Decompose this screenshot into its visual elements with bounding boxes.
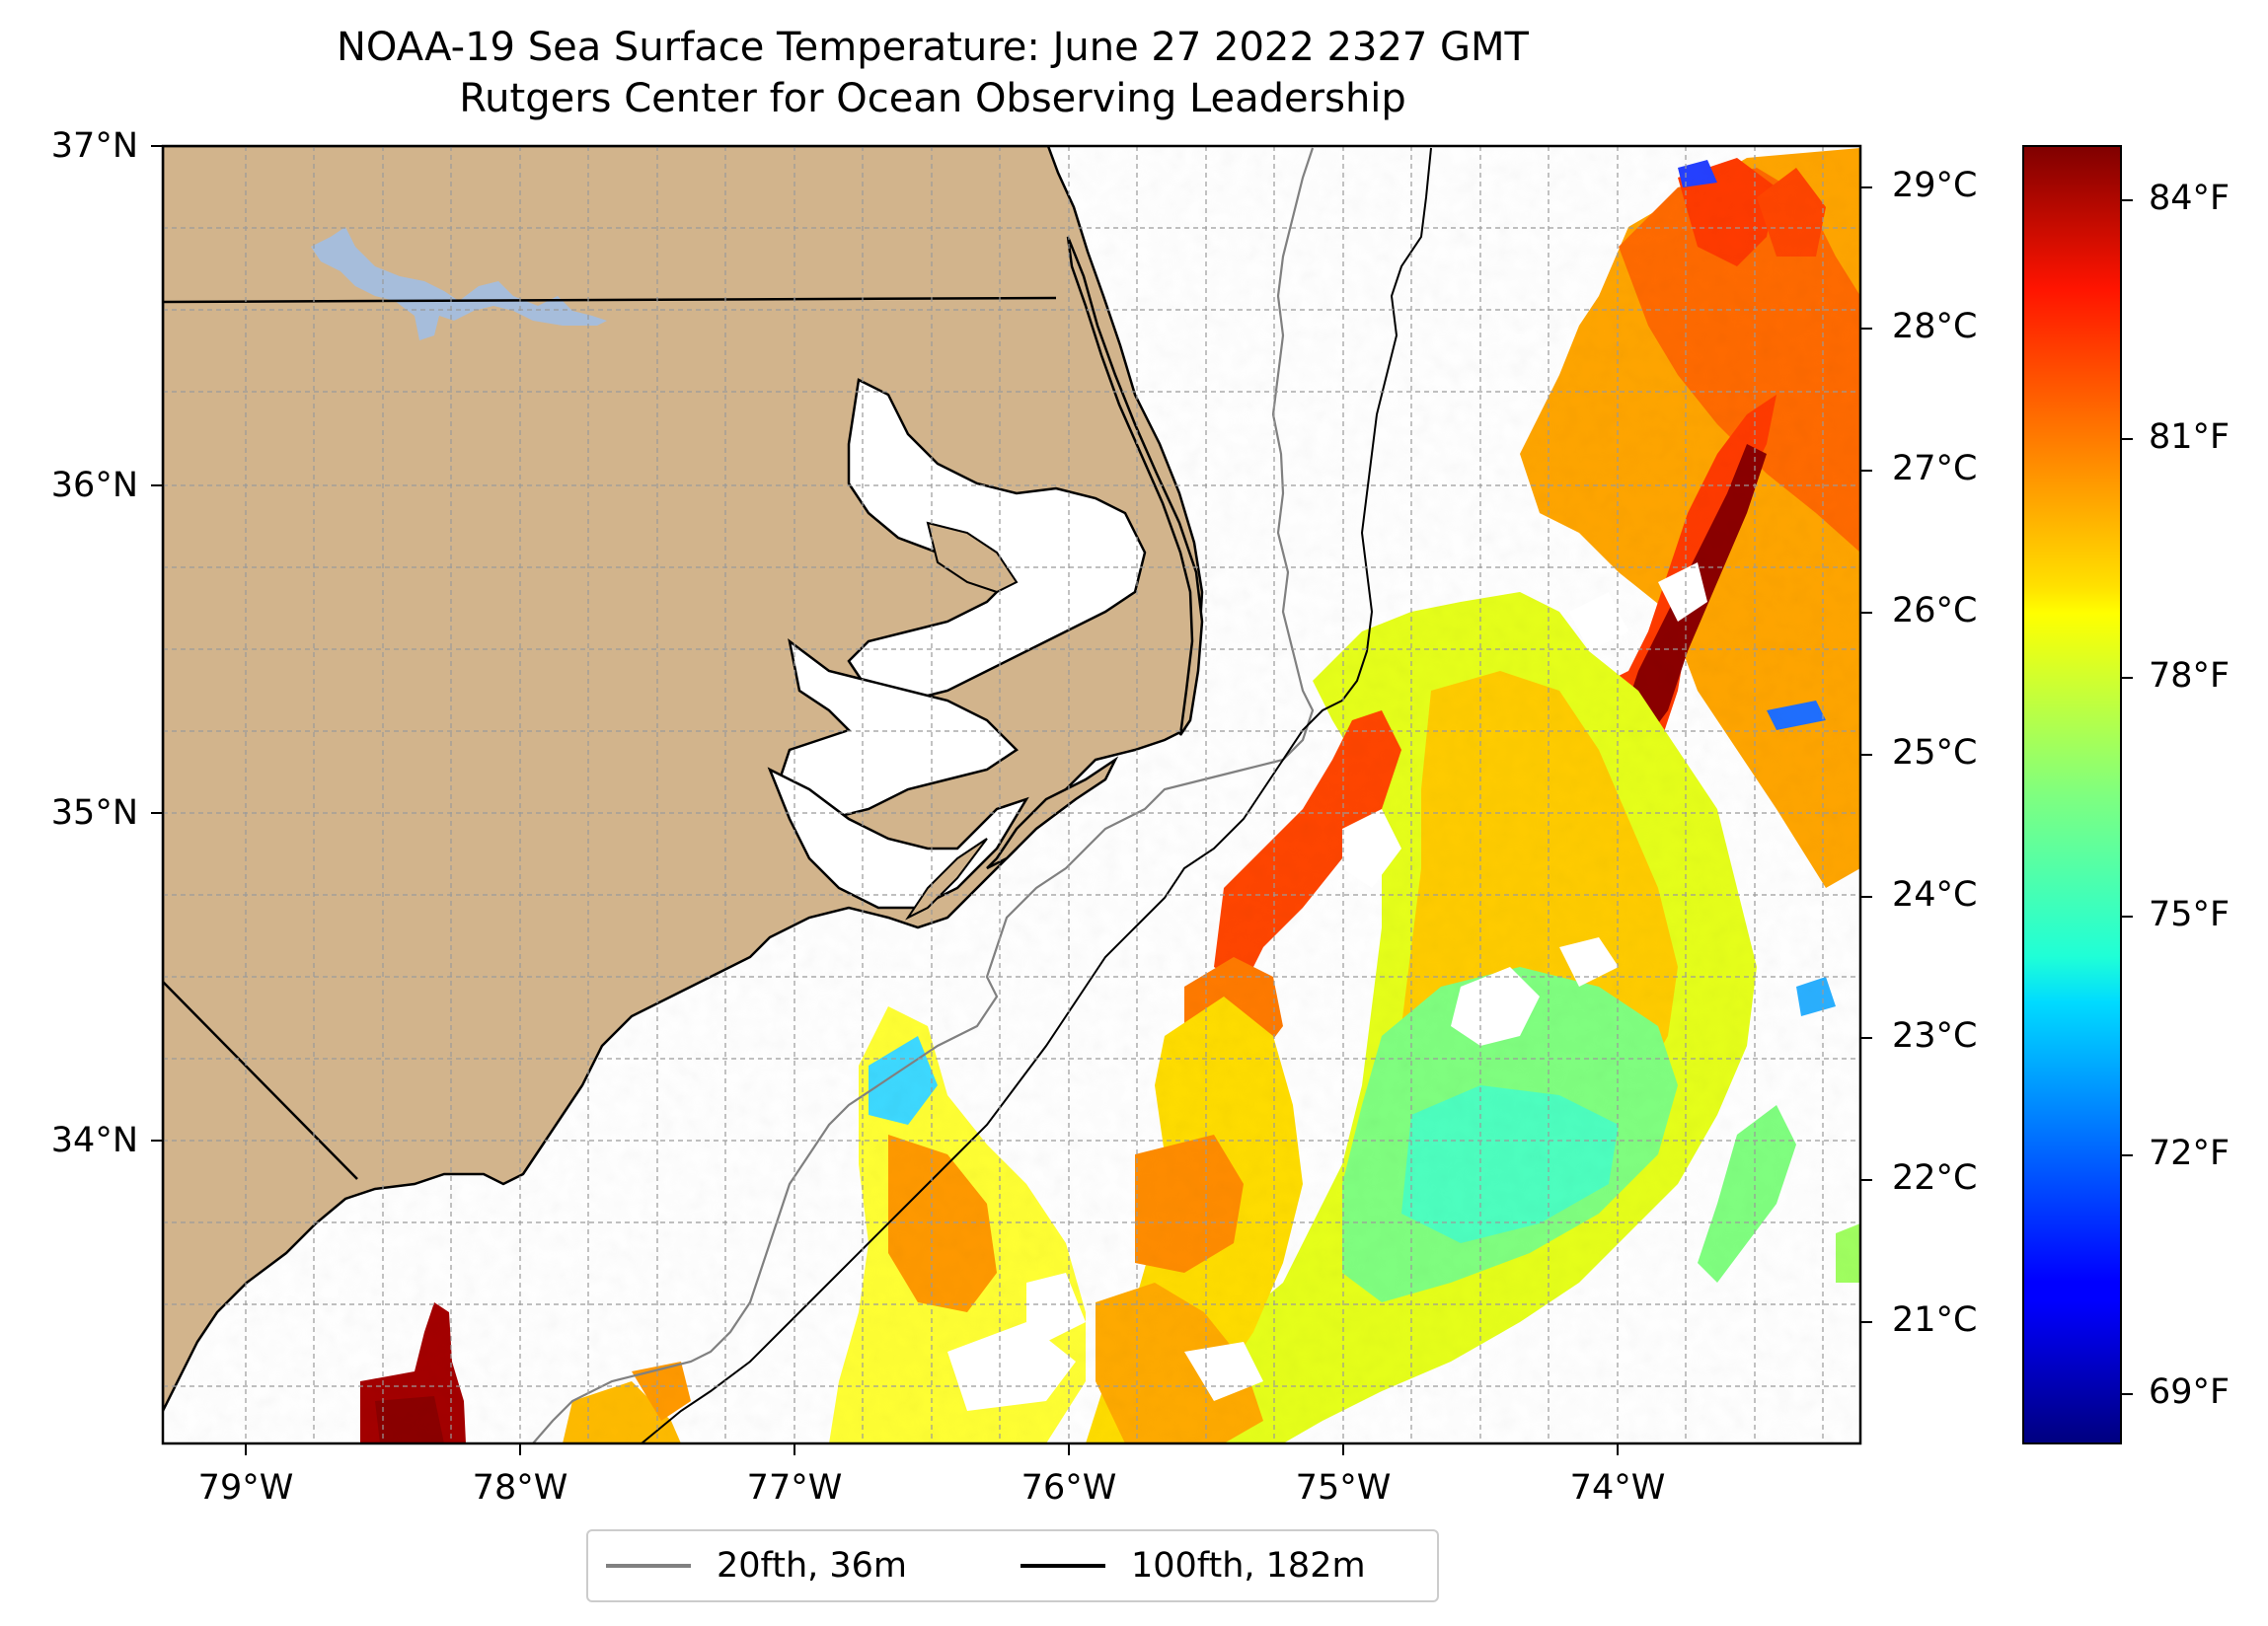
legend-line-black [1021, 1564, 1105, 1568]
legend-label-100fth: 100fth, 182m [1131, 1546, 1366, 1586]
lon-label-75: 75°W [1295, 1468, 1392, 1508]
lon-label-74: 74°W [1569, 1468, 1666, 1508]
colorbar-label-69f: 69°F [2149, 1372, 2230, 1412]
gridlines [163, 146, 1860, 1443]
legend-label-20fth: 20fth, 36m [717, 1546, 908, 1586]
legend: 20fth, 36m 100fth, 182m [586, 1529, 1439, 1602]
celsius-label-26: 26°C [1892, 591, 1978, 630]
celsius-label-21: 21°C [1892, 1300, 1978, 1340]
celsius-label-22: 22°C [1892, 1158, 1978, 1198]
lon-label-78: 78°W [472, 1468, 568, 1508]
plot-frame [161, 144, 1862, 1445]
lat-label-35: 35°N [50, 793, 138, 833]
celsius-label-24: 24°C [1892, 875, 1978, 915]
map-title: NOAA-19 Sea Surface Temperature: June 27… [336, 25, 1529, 70]
celsius-label-25: 25°C [1892, 733, 1978, 773]
colorbar-label-81f: 81°F [2149, 417, 2230, 457]
land-layer [163, 146, 1204, 1412]
colorbar-label-84f: 84°F [2149, 179, 2230, 218]
lat-label-37: 37°N [50, 126, 138, 166]
axis-ticks [151, 145, 1872, 1455]
celsius-label-29: 29°C [1892, 166, 1978, 205]
colorbar-ticks [2121, 199, 2133, 1395]
isobath-20fth [532, 147, 1315, 1443]
map-subtitle: Rutgers Center for Ocean Observing Leade… [459, 76, 1406, 121]
legend-item-100fth: 100fth, 182m [1021, 1531, 1366, 1600]
colorbar [2022, 145, 2122, 1444]
colorbar-label-72f: 72°F [2149, 1134, 2230, 1173]
celsius-label-27: 27°C [1892, 449, 1978, 488]
lat-label-34: 34°N [50, 1121, 138, 1160]
colorbar-label-78f: 78°F [2149, 656, 2230, 696]
colorbar-label-75f: 75°F [2149, 895, 2230, 934]
lon-label-79: 79°W [197, 1468, 294, 1508]
isobath-100fth [641, 147, 1432, 1443]
lon-label-76: 76°W [1021, 1468, 1117, 1508]
celsius-label-23: 23°C [1892, 1016, 1978, 1056]
celsius-label-28: 28°C [1892, 307, 1978, 346]
lat-label-36: 36°N [50, 466, 138, 505]
lon-label-77: 77°W [746, 1468, 843, 1508]
legend-line-gray [606, 1564, 691, 1568]
legend-item-20fth: 20fth, 36m [606, 1531, 907, 1600]
